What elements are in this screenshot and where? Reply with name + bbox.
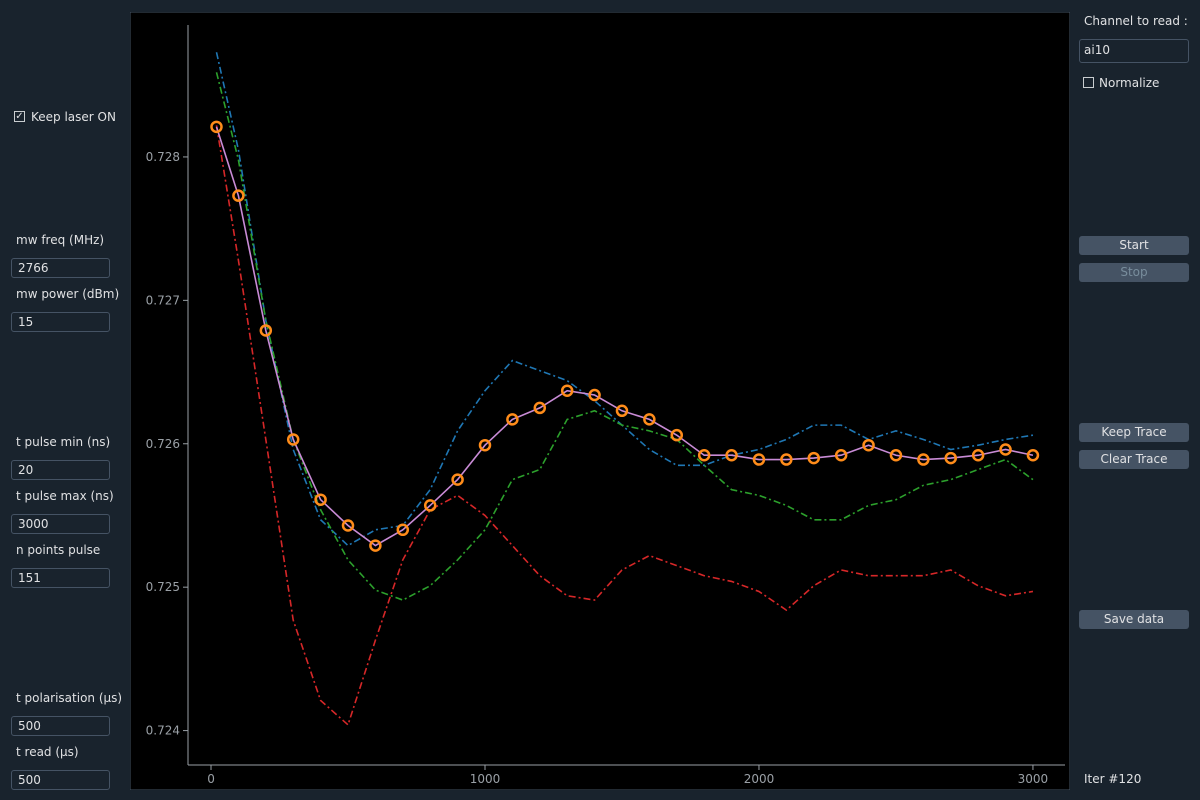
y-tick-label: 0.727 [146,293,180,307]
field-label: t pulse max (ns) [16,489,114,503]
marker [807,451,821,465]
marker [369,539,382,552]
button[interactable]: Save data [1079,610,1189,629]
text-input[interactable]: 151 [11,568,110,588]
plot-background [130,12,1070,790]
marker [697,448,711,462]
right-panel: Channel to read : ai10 Normalize Start Stop K… [1072,0,1200,800]
series-line [215,126,1034,547]
marker [259,324,273,337]
marker [506,413,519,426]
series-line [215,72,1034,601]
marker [451,473,464,486]
left-panel: ✓ Keep laser ON mw freq (MHz) 2766 mw power … [0,0,128,800]
field-label: t pulse min (ns) [16,435,111,449]
marker [999,443,1012,456]
marker [834,448,848,462]
button: Stop [1079,263,1189,282]
checkbox[interactable] [1083,77,1094,88]
field-label: n points pulse [16,543,101,557]
marker [232,189,245,202]
field-label: t polarisation (µs) [16,691,123,705]
plot: 0.724 0.725 0.726 0.727 0.728 0 1000 2000 3000 [130,12,1070,790]
marker [670,428,684,442]
checkbox[interactable]: ✓ [14,111,25,122]
x-tick-label: 0 [207,772,215,786]
marker [643,413,656,426]
marker [588,388,601,402]
x-tick-label: 1000 [470,772,501,786]
y-tick-label: 0.726 [146,437,180,451]
marker [1026,448,1040,462]
marker [286,433,300,446]
text-input[interactable]: 500 [11,716,110,736]
marker [210,120,223,134]
marker [341,519,355,532]
field-label: t read (µs) [16,745,79,759]
field-label: mw power (dBm) [16,287,120,301]
button[interactable]: Keep Trace [1079,423,1189,442]
marker [314,493,327,506]
marker [971,448,985,462]
series-line [215,125,1034,727]
checkbox-label: Normalize [1099,76,1160,90]
checkbox-label: Keep laser ON [31,110,116,124]
marker [889,448,903,462]
text-input[interactable]: 2766 [11,258,110,278]
channel-label: Channel to read : [1084,14,1188,28]
text-input[interactable]: 3000 [11,514,110,534]
status: Iter #120 [1084,772,1142,786]
field-label: mw freq (MHz) [16,233,105,247]
marker [423,499,437,512]
marker [944,451,958,465]
select[interactable]: ai10 [1079,39,1189,63]
marker [780,453,793,466]
marker [478,438,492,452]
marker [396,523,410,537]
marker [615,404,629,418]
marker [862,438,875,452]
text-input[interactable]: 15 [11,312,110,332]
marker [917,453,930,466]
text-input[interactable]: 500 [11,770,110,790]
x-tick-label: 2000 [744,772,775,786]
marker [533,401,547,415]
marker [560,384,574,397]
y-tick-label: 0.724 [146,724,180,738]
y-tick-label: 0.728 [146,150,180,164]
x-tick-label: 3000 [1018,772,1049,786]
marker [725,448,738,462]
button[interactable]: Clear Trace [1079,450,1189,469]
marker [752,453,766,466]
button[interactable]: Start [1079,236,1189,255]
text-input[interactable]: 20 [11,460,110,480]
y-tick-label: 0.725 [146,580,180,594]
